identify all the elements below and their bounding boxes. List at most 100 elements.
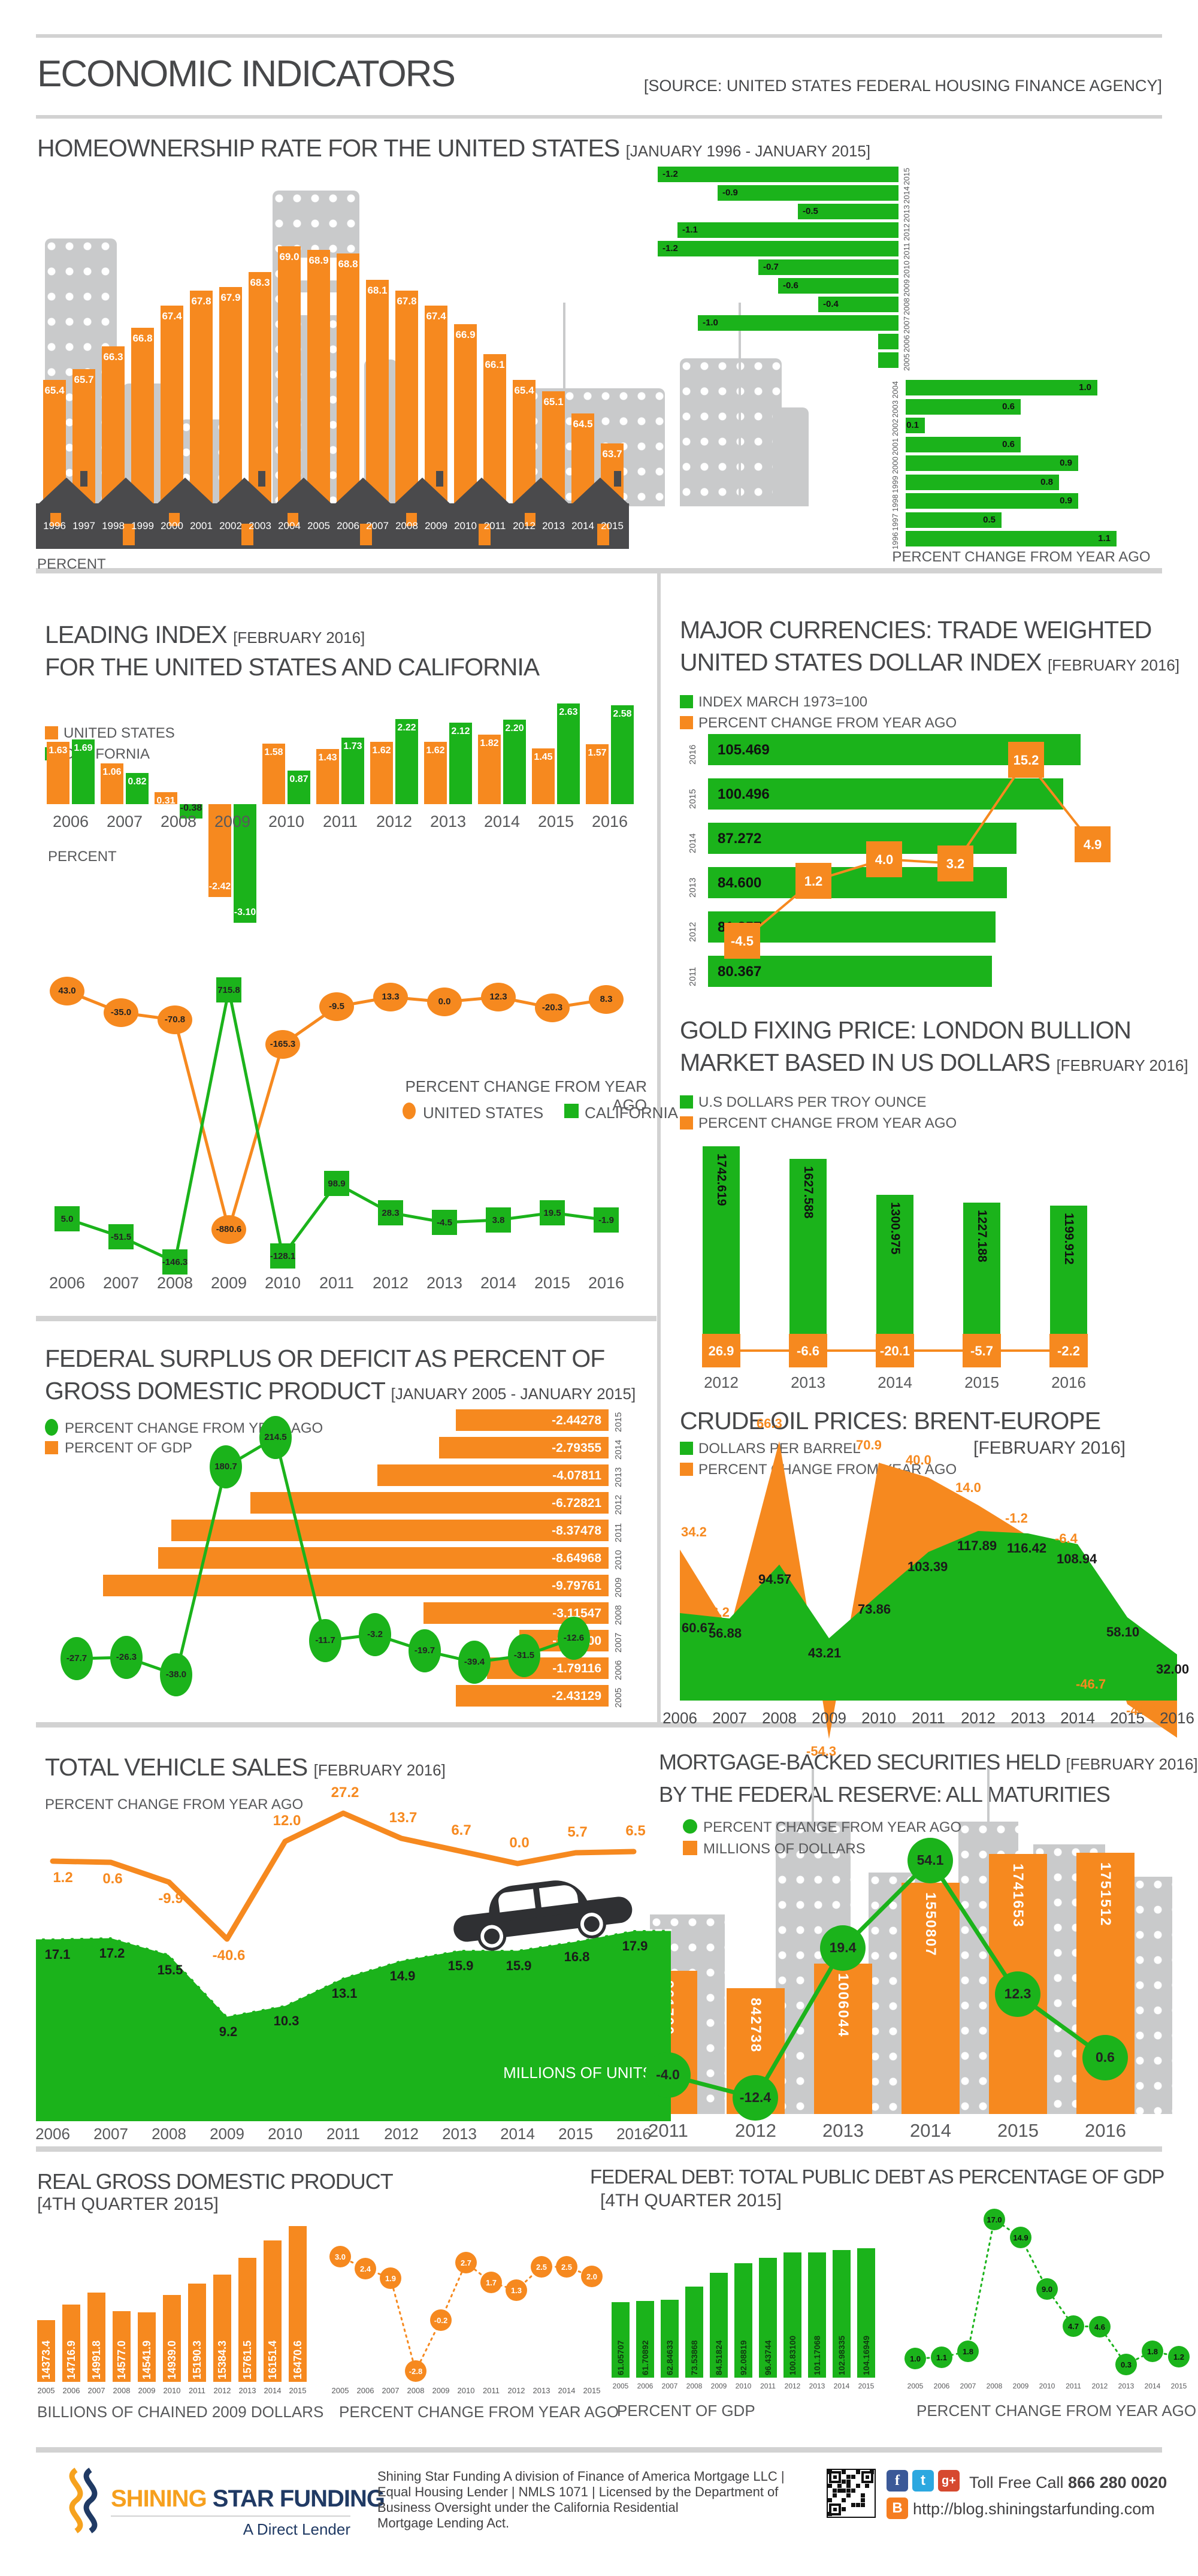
year-label: 2006 (337, 520, 359, 531)
marker-value-label: 28.3 (382, 1208, 400, 1218)
bar-value-label: 1.43 (318, 753, 337, 763)
bar-value-label: 1300.975 (888, 1202, 902, 1255)
year-label: 2013 (809, 2382, 825, 2390)
year-label: 2012 (961, 1709, 996, 1727)
bar-value-label: -1.2 (662, 169, 678, 179)
year-label: 2007 (93, 2125, 128, 2143)
marker-value-label: -4.0 (656, 2067, 680, 2082)
bar-value-label: 0.8 (1040, 477, 1053, 487)
units-label: 16.8 (564, 1949, 590, 1964)
legend-title: PERCENT CHANGE FROM YEAR AGO (405, 1077, 647, 1114)
year-label: 2010 (457, 2386, 475, 2395)
year-label: 2010 (861, 1709, 896, 1727)
qr-cell (846, 2493, 851, 2498)
change-label: 12.0 (273, 1813, 301, 1829)
qr-cell (832, 2489, 837, 2493)
bar-value-label: 2.12 (451, 726, 470, 736)
year-label: 2014 (833, 2382, 850, 2390)
change-label: 0.6 (102, 1871, 123, 1887)
line-marker (1082, 2035, 1128, 2080)
car-illustration (449, 1868, 636, 1958)
bar-value-label: -6.72821 (552, 1496, 601, 1510)
logo-wordmark: SHINING STAR FUNDING (111, 2486, 385, 2512)
marker-value-label: -165.3 (270, 1039, 296, 1049)
year-label: 2008 (686, 2382, 703, 2390)
gdp-pct-bar (377, 1464, 609, 1486)
bar-value-label: 1.63 (49, 745, 68, 756)
year-label: 2007 (712, 1709, 747, 1727)
year-label: 2000 (161, 520, 183, 531)
house-door (360, 524, 372, 545)
year-label: 2009 (425, 520, 447, 531)
leading-bar (101, 763, 123, 804)
bar-value-label: 64.5 (573, 418, 593, 430)
blog-url[interactable]: http://blog.shiningstarfunding.com (913, 2500, 1155, 2518)
qr-code (827, 2469, 876, 2518)
marker-value-label: -12.6 (563, 1633, 585, 1643)
facebook-icon[interactable]: f (887, 2470, 908, 2492)
twitter-icon[interactable]: t (912, 2470, 934, 2492)
year-label: 2014 (500, 2125, 535, 2143)
qr-finder (829, 2503, 841, 2515)
price-label: 60.67 (682, 1620, 715, 1635)
year-label: 2009 (210, 1274, 247, 1292)
year-label: 2008 (156, 1274, 193, 1292)
legend-swatch (680, 695, 693, 708)
homeownership-bar (454, 324, 477, 506)
units-label: 13.1 (331, 1986, 358, 2001)
legend-label: PERCENT OF GDP (65, 1440, 192, 1456)
house-window (288, 513, 298, 526)
bar-value-label: -0.4 (823, 299, 839, 309)
change-label: -46.7 (1076, 1677, 1106, 1692)
line-marker (1075, 826, 1111, 862)
logo-rule (111, 2515, 350, 2517)
googleplus-icon[interactable]: g+ (938, 2470, 960, 2492)
blogger-icon[interactable]: B (887, 2498, 908, 2519)
line-marker (984, 2209, 1005, 2230)
line-marker (795, 863, 831, 899)
year-label: 2015 (537, 813, 574, 831)
section-title-gold: GOLD FIXING PRICE: LONDON BULLION (680, 1016, 1132, 1044)
gdp-bar (213, 2275, 231, 2382)
marker-value-label: 8.3 (600, 994, 613, 1004)
line-marker (904, 2348, 926, 2369)
line-marker (581, 2266, 603, 2287)
legend-swatch (680, 1116, 693, 1130)
line-marker (937, 845, 973, 881)
bar-value-label: 1.73 (343, 741, 362, 751)
change-label: -1.2 (1005, 1511, 1028, 1526)
homeownership-bar (395, 291, 418, 506)
line-marker (1063, 2315, 1084, 2337)
year-label: 2015 (997, 2120, 1039, 2141)
bar-value-label: 2.20 (505, 723, 524, 733)
line-marker (645, 2052, 691, 2098)
logo-tagline: A Direct Lender (243, 2520, 350, 2538)
legend-swatch (683, 1841, 697, 1855)
price-label: 58.10 (1106, 1624, 1140, 1639)
leading-bar (316, 749, 339, 804)
house-door (597, 524, 609, 545)
house-window (525, 513, 536, 526)
ca-line-marker (270, 1243, 295, 1269)
bar-value-label: 66.8 (132, 333, 153, 344)
legend-swatch (680, 1463, 693, 1476)
section-title-currencies-2: UNITED STATES DOLLAR INDEX [FEBRUARY 201… (680, 648, 1179, 677)
year-label: 2013 (442, 2125, 477, 2143)
change-label: 34.2 (681, 1524, 707, 1539)
bar-value-label: 69.0 (279, 251, 300, 262)
marker-value-label: 14.9 (1013, 2233, 1028, 2242)
change-label: 1.2 (53, 1870, 73, 1886)
qr-cell (837, 2489, 842, 2493)
house-window (50, 513, 61, 526)
marker-value-label: 1.2 (1173, 2352, 1185, 2361)
bar-value-label: 1.58 (264, 747, 283, 757)
year-label: 2010 (268, 813, 305, 831)
change-label: -9.9 (158, 1891, 183, 1907)
line-marker (355, 2258, 376, 2279)
qr-cell (855, 2502, 860, 2507)
units-label: 14.9 (389, 1968, 416, 1983)
us-line-marker (158, 1005, 192, 1034)
year-label: 2015 (964, 1373, 999, 1391)
leading-bar (503, 720, 526, 804)
